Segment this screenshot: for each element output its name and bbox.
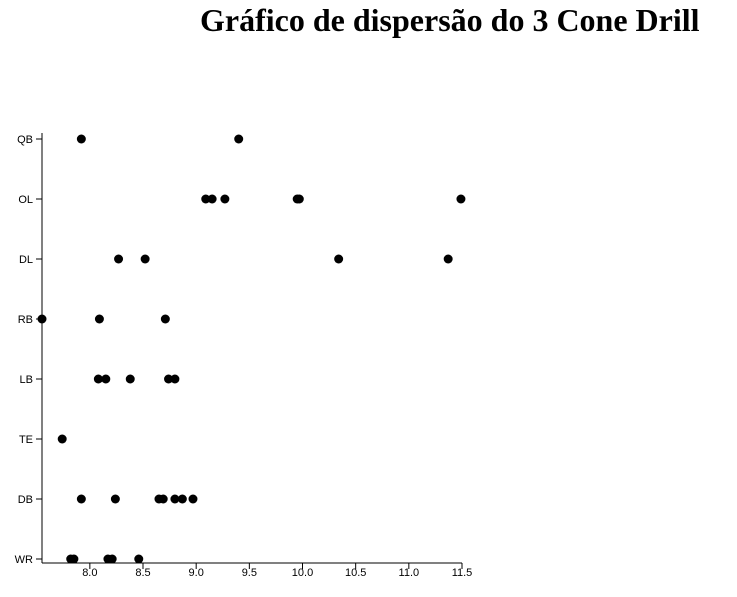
data-point	[114, 254, 124, 264]
data-point	[140, 254, 150, 264]
y-tick-label: DL	[19, 254, 33, 266]
y-tick-label: RB	[18, 314, 33, 326]
data-point	[101, 374, 111, 384]
axes-group: QB OL DL RB LB TE DB WR 8.0 8.5 9.0 9.5 10.0 10.5 11.0…	[15, 133, 473, 579]
x-tick-label: 8.5	[135, 567, 150, 579]
data-point	[158, 494, 168, 504]
x-tick-label: 11.0	[399, 567, 420, 579]
data-point	[160, 314, 170, 324]
points-group	[37, 134, 466, 564]
data-point	[294, 194, 304, 204]
y-tick-label: QB	[17, 134, 33, 146]
y-tick-label: TE	[19, 434, 33, 446]
data-point	[76, 494, 86, 504]
data-point	[170, 374, 180, 384]
data-point	[69, 554, 79, 564]
data-point	[443, 254, 453, 264]
data-point	[188, 494, 198, 504]
data-point	[234, 134, 244, 144]
data-point	[134, 554, 144, 564]
data-point	[334, 254, 344, 264]
data-point	[164, 374, 174, 384]
data-point	[93, 374, 103, 384]
data-point	[107, 554, 117, 564]
y-tick-label: LB	[20, 374, 33, 386]
x-tick-label: 10.0	[292, 567, 313, 579]
data-point	[57, 434, 67, 444]
data-point	[110, 494, 120, 504]
data-point	[170, 494, 180, 504]
x-tick-label: 11.5	[452, 567, 473, 579]
y-tick-label: OL	[18, 194, 33, 206]
x-tick-label: 10.5	[345, 567, 366, 579]
y-tick-label: DB	[18, 494, 33, 506]
data-point	[94, 314, 104, 324]
data-point	[177, 494, 187, 504]
data-point	[201, 194, 211, 204]
data-point	[125, 374, 135, 384]
data-point	[456, 194, 466, 204]
x-tick-label: 9.5	[242, 567, 257, 579]
data-point	[207, 194, 217, 204]
data-point	[76, 134, 86, 144]
data-point	[37, 314, 47, 324]
data-point	[220, 194, 230, 204]
x-tick-label: 9.0	[189, 567, 204, 579]
y-tick-label: WR	[15, 554, 33, 566]
x-tick-label: 8.0	[82, 567, 97, 579]
chart-title: Gráfico de dispersão do 3 Cone Drill	[200, 2, 700, 38]
